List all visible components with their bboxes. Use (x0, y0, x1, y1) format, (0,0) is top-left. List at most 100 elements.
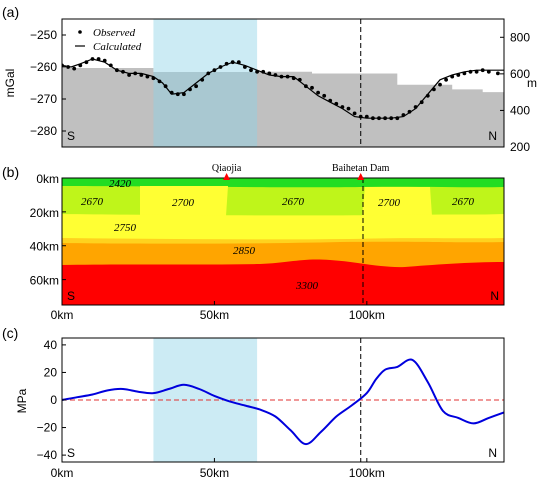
observed-point (108, 63, 113, 68)
panel-b-corner-s: S (67, 289, 75, 303)
density-2420: 2420 (109, 178, 132, 190)
observed-point (480, 68, 485, 73)
ytick-label: −280 (30, 124, 57, 138)
ytick-label: −20 (37, 421, 58, 435)
observed-point (169, 90, 174, 95)
site-label: Qiaojia (212, 163, 242, 174)
panel-c-label: (c) (2, 325, 18, 341)
layer-3300 (62, 259, 504, 305)
observed-point (249, 68, 253, 73)
observed-point (450, 74, 455, 79)
observed-point (224, 61, 229, 66)
observed-point (102, 58, 107, 63)
panel-a-label: (a) (2, 4, 19, 20)
observed-point (444, 77, 448, 82)
panel-a-yticks: −250 −260 −270 −280 (30, 28, 66, 138)
observed-point (78, 63, 83, 68)
xtick-label: 50km (200, 308, 229, 322)
observed-point (346, 106, 351, 111)
panel-a-corner-n: N (488, 129, 497, 143)
panel-a-y2label: m (527, 76, 537, 90)
observed-point (425, 93, 430, 98)
site-marker-icon (223, 173, 231, 180)
observed-point (486, 69, 491, 74)
observed-point (261, 69, 266, 74)
xtick-label: 100km (349, 308, 385, 322)
observed-point (377, 116, 381, 121)
panel-c-corner-s: S (67, 446, 75, 460)
panel-c-ylabel: MPa (15, 388, 29, 413)
xtick-label: 100km (349, 466, 385, 480)
observed-point (328, 98, 333, 103)
observed-point (139, 73, 144, 77)
observed-point (419, 100, 424, 105)
observed-point (358, 114, 363, 119)
legend-observed-label: Observed (93, 27, 136, 39)
observed-point (413, 105, 418, 109)
panel-b-sites: Qiaojia Baihetan Dam (212, 163, 390, 180)
panel-b-plot-area: 2670 2420 2700 2670 2700 2670 2750 2850 … (62, 178, 504, 305)
density-2670-left: 2670 (81, 196, 104, 208)
ytick-label: 60km (30, 274, 59, 288)
observed-point (474, 69, 479, 74)
panel-a-plot-area (62, 19, 504, 147)
observed-point (438, 82, 442, 87)
density-2670-right: 2670 (452, 196, 475, 208)
observed-point (175, 92, 180, 97)
observed-point (206, 71, 211, 76)
y2tick-label: 600 (510, 67, 530, 81)
highlight-band (153, 19, 258, 147)
observed-point (432, 87, 436, 92)
observed-point (364, 114, 369, 119)
observed-point (230, 60, 235, 65)
panel-b-yticks: 0km 20km 40km 60km (30, 172, 66, 288)
observed-point (468, 69, 473, 74)
observed-point (401, 113, 406, 117)
panel-a-corner-s: S (67, 129, 75, 143)
y2tick-label: 800 (510, 30, 530, 44)
ytick-label: −40 (37, 448, 58, 462)
observed-point (456, 73, 461, 77)
observed-point (285, 74, 290, 79)
observed-point (236, 60, 241, 65)
observed-point (334, 101, 339, 106)
observed-point (200, 77, 205, 82)
panel-b-corner-n: N (490, 289, 499, 303)
panel-b-xticks: 0km 50km 100km (51, 301, 385, 322)
observed-point (218, 65, 223, 69)
stress-line (62, 358, 504, 446)
density-3300: 3300 (295, 280, 319, 292)
layer-2700-right (362, 187, 432, 216)
observed-point (121, 69, 125, 74)
panel-c-xticks: 0km 50km 100km (51, 458, 385, 480)
legend-observed-marker (78, 30, 82, 34)
observed-point (371, 116, 375, 121)
density-2670-mid: 2670 (282, 196, 305, 208)
observed-point (352, 111, 357, 116)
observed-point (194, 84, 199, 89)
ytick-label: 40km (30, 240, 59, 254)
panel-c-corner-n: N (488, 446, 497, 460)
density-2750: 2750 (114, 222, 137, 234)
observed-point (310, 85, 314, 90)
observed-point (395, 116, 400, 121)
topography-area (62, 68, 504, 147)
observed-point (279, 74, 284, 79)
observed-point (66, 65, 70, 69)
panel-a-legend: Observed Calculated (75, 27, 142, 53)
observed-point (188, 87, 192, 92)
panel-b: (b) 2670 2420 2700 2670 2700 2670 2750 2… (2, 163, 505, 322)
observed-point (157, 79, 162, 84)
observed-point (291, 76, 296, 81)
observed-point (389, 116, 394, 121)
ytick-label: 20km (30, 206, 59, 220)
observed-point (316, 90, 320, 95)
ytick-label: 40 (44, 338, 58, 352)
panel-a: (a) mGal m −250 −260 −270 −280 800 600 400 200… (2, 4, 537, 154)
panel-c-yticks: 40 20 0 −20 −40 (37, 338, 66, 462)
density-2700-left: 2700 (172, 197, 195, 209)
observed-point (496, 71, 500, 76)
observed-point (407, 109, 412, 114)
observed-point (340, 105, 345, 109)
observed-point (127, 73, 131, 77)
